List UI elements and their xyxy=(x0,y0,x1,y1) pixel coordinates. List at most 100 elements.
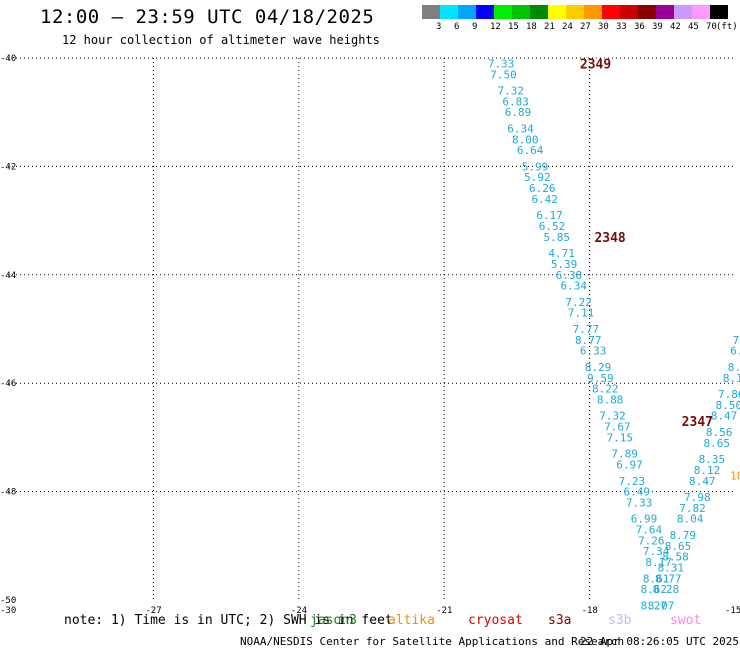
wave-height-value: 6.64 xyxy=(517,144,544,157)
lat-tick-label: -44 xyxy=(0,271,16,281)
lon-tick-label: -24 xyxy=(291,606,307,616)
lon-tick-label: -18 xyxy=(582,606,598,616)
wave-height-value: 8.50 xyxy=(716,399,740,412)
wave-height-value: 6.38 xyxy=(556,269,583,282)
lat-tick-label: -42 xyxy=(0,162,16,172)
wave-height-value: 8.62 xyxy=(640,583,667,596)
wave-height-value: 8.28 xyxy=(653,583,680,596)
lat-tick-label: -48 xyxy=(0,488,16,498)
legend-label: 18 xyxy=(526,22,537,32)
legend-label: 3 xyxy=(436,22,442,32)
legend-label: 21 xyxy=(544,22,555,32)
wave-height-value: 7.86 xyxy=(718,388,740,401)
legend-swatch xyxy=(710,5,728,19)
legend-label: 12 xyxy=(490,22,501,32)
legend-label: 15 xyxy=(508,22,519,32)
legend-swatch xyxy=(476,5,494,19)
wave-height-value: 8.29 xyxy=(585,361,612,374)
wave-height-value: 6.89 xyxy=(505,106,532,119)
wave-height-value: 7.67 xyxy=(604,421,631,434)
wave-height-value: 6.49 xyxy=(624,486,651,499)
wave-height-value: 8.79 xyxy=(670,529,697,542)
pass-time-label: 2347 xyxy=(682,415,713,430)
legend-swatch xyxy=(512,5,530,19)
lon-tick-label: -27 xyxy=(145,606,161,616)
wave-height-value: 8.47 xyxy=(689,475,716,488)
legend-swatch xyxy=(602,5,620,19)
legend-swatch xyxy=(638,5,656,19)
wave-height-value: 7. xyxy=(733,334,740,347)
wave-height-value: 4.71 xyxy=(548,247,575,260)
legend-unit: (ft) xyxy=(716,22,738,32)
legend-label: 6 xyxy=(454,22,460,32)
timestamp: 22 Apr 08:26:05 UTC 2025 xyxy=(580,635,739,648)
wave-height-value: 7.23 xyxy=(619,475,646,488)
wave-height-value: 8.22 xyxy=(592,383,619,396)
wave-height-value: 6.34 xyxy=(507,122,534,135)
legend-label: 39 xyxy=(652,22,663,32)
legend-swatch xyxy=(494,5,512,19)
wave-height-value: 7.89 xyxy=(611,448,638,461)
legend-swatch xyxy=(584,5,602,19)
credit-text: NOAA/NESDIS Center for Satellite Applica… xyxy=(240,635,625,648)
wave-height-value: 8.88 xyxy=(597,393,624,406)
wave-height-value: 7.50 xyxy=(490,68,517,81)
satellite-label-s3b: s3b xyxy=(608,613,632,628)
pass-time-label: 2348 xyxy=(594,231,625,246)
wave-height-value: 5.99 xyxy=(522,160,549,173)
legend-label: 27 xyxy=(580,22,591,32)
legend-color-bar xyxy=(422,5,740,19)
wave-height-value: 9.59 xyxy=(587,372,614,385)
wave-height-value: 8.12 xyxy=(694,464,721,477)
wave-height-value: 8.47 xyxy=(711,410,738,423)
lon-tick-label: -21 xyxy=(436,606,452,616)
wave-height-value-orange: 18 xyxy=(730,469,740,482)
wave-height-value: 6.33 xyxy=(580,345,607,358)
wave-height-value: 6. xyxy=(730,345,740,358)
legend-label: 36 xyxy=(634,22,645,32)
legend-label: 9 xyxy=(472,22,478,32)
wave-height-value: 7.32 xyxy=(599,410,626,423)
wave-height-value: 6.83 xyxy=(502,95,529,108)
lon-tick-label: -30 xyxy=(0,606,16,616)
wave-height-value: 7.32 xyxy=(498,85,524,98)
wave-height-value: 6.99 xyxy=(631,513,658,526)
wave-height-value: 8.00 xyxy=(512,133,539,146)
wave-height-value: 8.65 xyxy=(665,540,692,553)
legend-label: 45 xyxy=(688,22,699,32)
wave-height-value: 7.34 xyxy=(643,545,670,558)
legend-swatch xyxy=(674,5,692,19)
lat-tick-label: -40 xyxy=(0,54,16,64)
track-1: 7.337.507.326.836.896.348.006.645.995.92… xyxy=(488,57,672,612)
wave-height-value: 8.27 xyxy=(640,599,667,612)
wave-height-value: 5.85 xyxy=(544,231,571,244)
pass-labels: 2349 2348 2347 xyxy=(580,57,713,430)
wave-height-value: 8.56 xyxy=(706,426,733,439)
satellite-label-jason3: jason3 xyxy=(310,613,357,628)
legend-label: 30 xyxy=(598,22,609,32)
legend-label: 24 xyxy=(562,22,573,32)
note-text: note: 1) Time is in UTC; 2) SWH is in fe… xyxy=(64,613,393,628)
legend-swatch xyxy=(656,5,674,19)
satellite-label-swot: swot xyxy=(670,613,702,628)
legend-swatch xyxy=(422,5,440,19)
wave-height-value: 6.97 xyxy=(616,459,643,472)
legend-label: 33 xyxy=(616,22,627,32)
wave-height-value: 8. xyxy=(728,361,740,374)
wave-height-value: 7.98 xyxy=(684,491,711,504)
legend-swatch xyxy=(440,5,458,19)
lon-tick-label: -15 xyxy=(725,606,740,616)
wave-height-value: 8.31 xyxy=(657,561,684,574)
wave-height-value: 8.77 xyxy=(575,334,602,347)
lat-tick-label: -50 xyxy=(0,596,16,606)
wave-height-value: 6.17 xyxy=(536,209,563,222)
wave-height-value: 6.34 xyxy=(561,280,588,293)
wave-height-value: 8.17 xyxy=(645,556,672,569)
page-subtitle: 12 hour collection of altimeter wave hei… xyxy=(62,33,380,47)
satellite-label-altika: altika xyxy=(388,613,435,628)
satellite-label-s3a: s3a xyxy=(548,613,572,628)
map-tick-labels: -30 -27 -24 -21 -18 -15 -40 -42 -44 -46 -48 -50 xyxy=(0,54,740,616)
wave-height-value: 7.64 xyxy=(636,524,663,537)
wave-height-value: 8.77 xyxy=(655,572,682,585)
